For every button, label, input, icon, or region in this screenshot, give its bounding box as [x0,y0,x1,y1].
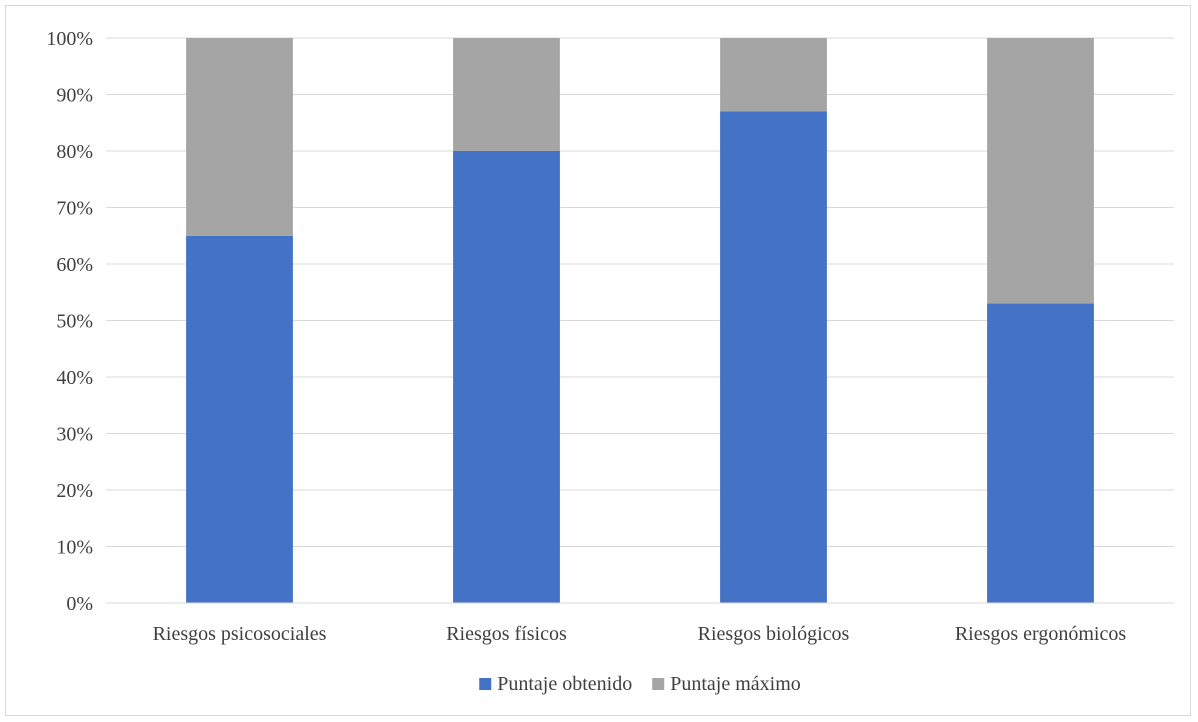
y-tick-label: 50% [56,311,93,333]
legend-item: Puntaje máximo [652,673,801,695]
bar-segment [720,111,827,603]
y-tick-label: 90% [56,85,93,107]
chart-frame: 0% 10% 20% 30% 40% 50% 60% 70% 80% 90% 100% Riesgo… [5,5,1191,716]
x-category-label: Riesgos ergonómicos [955,623,1127,645]
x-category-label: Riesgos biológicos [698,623,850,645]
bar-segment [186,38,293,236]
y-tick-label: 70% [56,198,93,220]
legend-label: Puntaje máximo [670,673,801,695]
y-tick-label: 40% [56,367,93,389]
y-axis-tick-labels: 0% 10% 20% 30% 40% 50% 60% 70% 80% 90% 100% [46,28,93,615]
bar-segment [186,235,293,603]
y-tick-label: 60% [56,254,93,276]
legend-swatch [479,678,492,690]
y-tick-label: 100% [46,28,93,50]
bar-segment [987,303,1094,603]
x-category-label: Riesgos físicos [446,623,567,645]
bar-segment [720,38,827,112]
y-tick-label: 0% [66,593,93,615]
bar-segment [453,38,560,151]
y-tick-label: 30% [56,424,93,446]
y-tick-label: 10% [56,537,93,559]
x-axis-category-labels: Riesgos psicosociales Riesgos físicos Ries… [153,623,1127,645]
legend-item: Puntaje obtenido [479,673,632,695]
legend-swatch [652,678,665,690]
legend: Puntaje obtenido Puntaje máximo [479,673,801,695]
legend-label: Puntaje obtenido [497,673,632,695]
bars [186,38,1094,603]
stacked-bar-chart: 0% 10% 20% 30% 40% 50% 60% 70% 80% 90% 100% Riesgo… [46,28,1174,695]
y-tick-label: 20% [56,480,93,502]
x-category-label: Riesgos psicosociales [153,623,327,645]
y-tick-label: 80% [56,141,93,163]
bar-segment [987,38,1094,304]
bar-segment [453,151,560,603]
